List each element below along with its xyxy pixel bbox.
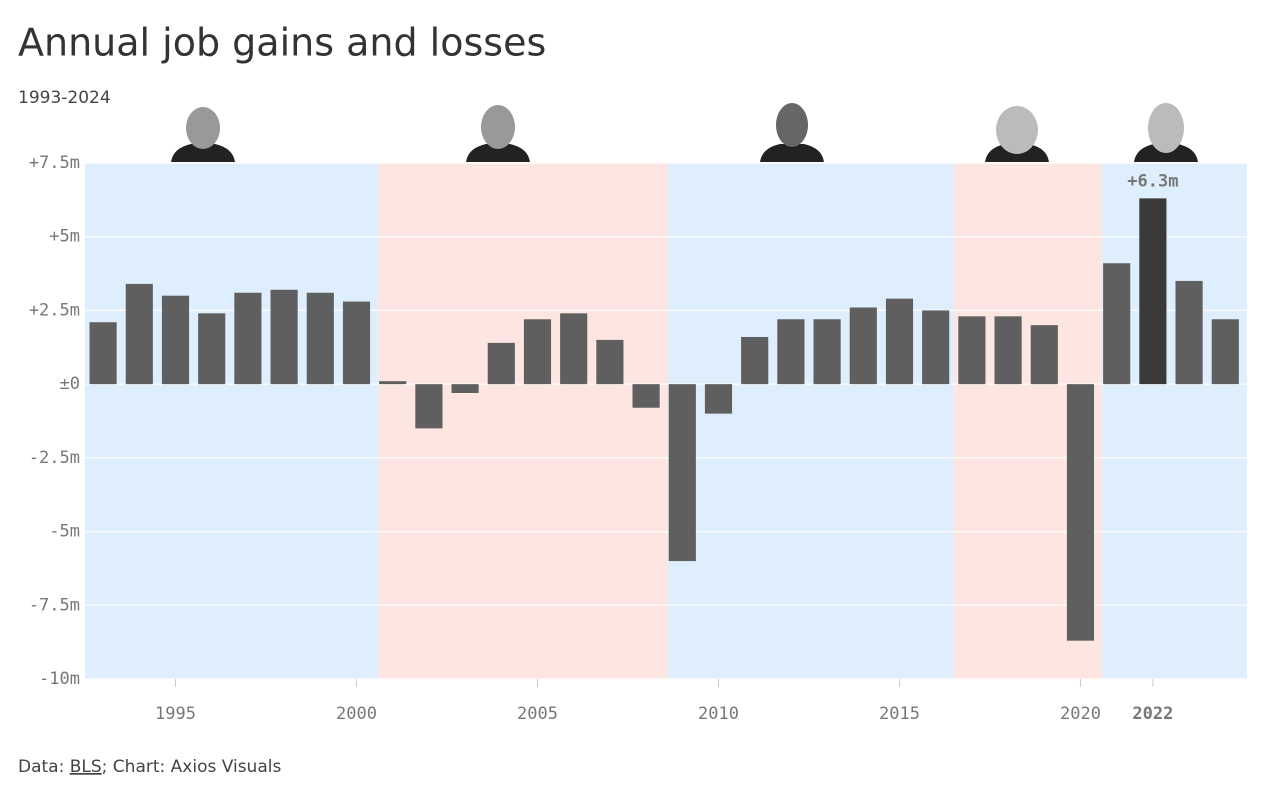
- bar: [741, 336, 769, 385]
- source-suffix: ; Chart: Axios Visuals: [102, 757, 282, 777]
- bar: [958, 316, 986, 385]
- term-band: [1102, 163, 1247, 679]
- bar: [306, 292, 334, 385]
- y-tick-label: +2.5m: [29, 300, 80, 320]
- bar: [560, 313, 588, 385]
- x-tick-label: 2005: [517, 704, 558, 724]
- chart-subtitle: 1993-2024: [18, 88, 111, 108]
- x-tick-label: 2022: [1132, 704, 1173, 724]
- bar: [161, 295, 190, 385]
- term-band: [667, 163, 954, 679]
- bar: [704, 384, 733, 414]
- source-prefix: Data:: [18, 757, 70, 777]
- bar: [632, 384, 660, 408]
- y-tick-label: -2.5m: [29, 448, 80, 468]
- portraits: [171, 103, 1198, 162]
- bar: [668, 384, 696, 562]
- bar: [270, 289, 298, 385]
- x-tick-label: 2000: [336, 704, 377, 724]
- bar: [885, 298, 914, 385]
- bar: [596, 339, 624, 385]
- bar: [198, 313, 226, 385]
- chart-title: Annual job gains and losses: [18, 21, 546, 65]
- y-tick-label: ±0: [60, 374, 80, 394]
- bar: [849, 307, 877, 385]
- bar: [523, 319, 552, 385]
- bar: [777, 319, 805, 385]
- bar: [813, 319, 841, 385]
- bar: [1066, 384, 1095, 641]
- value-label: +6.3m: [1127, 171, 1178, 191]
- bar: [1030, 325, 1058, 385]
- x-tick-label: 2010: [698, 704, 739, 724]
- bar: [1103, 263, 1131, 385]
- source-link[interactable]: BLS: [70, 757, 102, 777]
- bar: [1139, 198, 1167, 385]
- bar: [1211, 319, 1239, 385]
- y-tick-label: +7.5m: [29, 153, 80, 173]
- bar: [379, 381, 407, 385]
- bar: [994, 316, 1022, 385]
- bar: [342, 301, 371, 385]
- y-tick-label: -7.5m: [29, 595, 80, 615]
- source: Data: BLS; Chart: Axios Visuals: [18, 757, 281, 777]
- bar: [1175, 280, 1203, 385]
- bar: [415, 384, 443, 429]
- y-tick-label: -5m: [49, 522, 80, 542]
- bar: [451, 384, 479, 393]
- x-tick-label: 2020: [1060, 704, 1101, 724]
- bar: [922, 310, 950, 385]
- y-tick-label: +5m: [49, 227, 80, 247]
- bar: [125, 283, 153, 385]
- bar: [234, 292, 262, 385]
- bar: [487, 342, 515, 385]
- x-tick-label: 2015: [879, 704, 920, 724]
- term-band: [85, 163, 379, 679]
- x-tick-label: 1995: [155, 704, 196, 724]
- bar: [89, 322, 117, 385]
- y-tick-label: -10m: [39, 669, 80, 689]
